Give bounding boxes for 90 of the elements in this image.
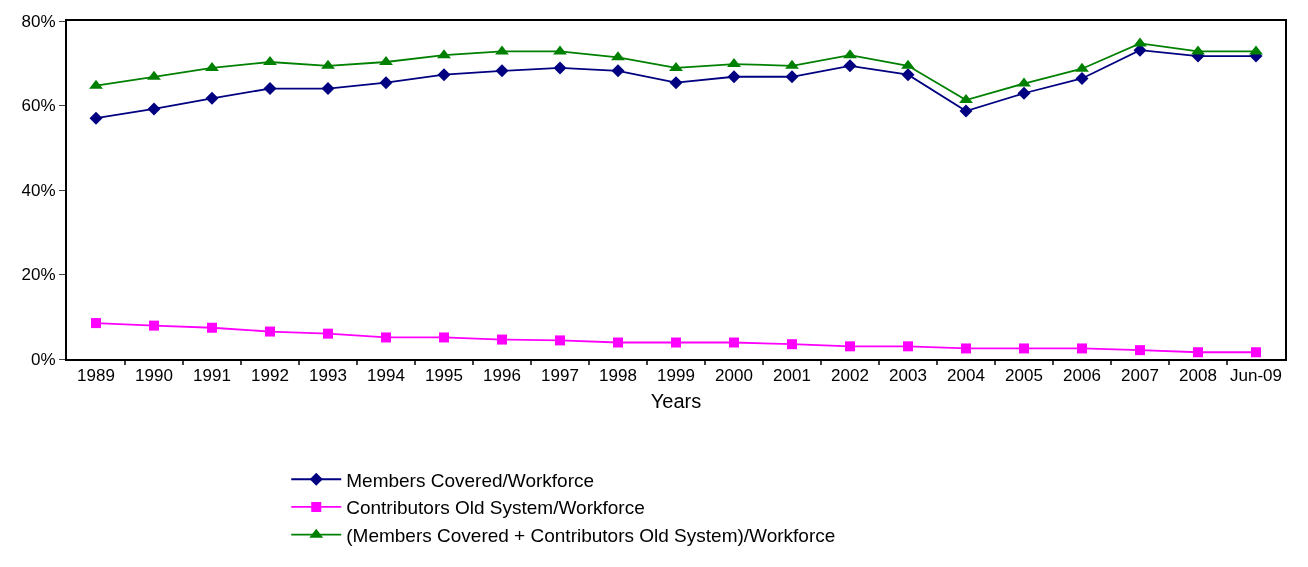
- x-tick-label: 1996: [483, 366, 521, 386]
- point: [785, 59, 799, 69]
- y-tick-label: 60%: [21, 96, 56, 116]
- point: [495, 64, 509, 78]
- x-tick-label: 1991: [193, 366, 231, 386]
- point: [959, 94, 973, 104]
- point: [1191, 45, 1205, 55]
- point: [379, 76, 393, 90]
- point: [437, 68, 451, 82]
- point: [265, 326, 275, 337]
- point: [1251, 347, 1261, 358]
- point: [903, 341, 913, 352]
- x-tick-label: 1989: [77, 366, 115, 386]
- point: [553, 61, 567, 75]
- point: [1249, 45, 1263, 55]
- point: [1075, 71, 1089, 85]
- point: [381, 332, 391, 343]
- point: [729, 337, 739, 348]
- y-tick-label: 20%: [21, 265, 56, 285]
- point: [263, 55, 277, 65]
- point: [1019, 343, 1029, 354]
- point: [1017, 86, 1031, 100]
- y-tick-label: 40%: [21, 180, 56, 200]
- point: [147, 70, 161, 80]
- point: [439, 332, 449, 343]
- x-tick-label: 2003: [889, 366, 927, 386]
- point: [669, 76, 683, 90]
- point: [845, 341, 855, 352]
- point: [1077, 343, 1087, 354]
- point: [321, 59, 335, 69]
- x-tick-label: 1990: [135, 366, 173, 386]
- point: [149, 320, 159, 331]
- x-tick-label: 1993: [309, 366, 347, 386]
- point: [379, 55, 393, 65]
- x-tick-label: 1999: [657, 366, 695, 386]
- point: [785, 70, 799, 84]
- x-tick-label: 1997: [541, 366, 579, 386]
- legend-label: (Members Covered + Contributors Old System)/Workforce: [346, 525, 836, 547]
- x-tick-label: 1995: [425, 366, 463, 386]
- x-tick-label: 1994: [367, 366, 405, 386]
- point: [901, 59, 915, 69]
- point: [959, 104, 973, 118]
- x-tick-label: 2001: [773, 366, 811, 386]
- point: [205, 61, 219, 71]
- point: [263, 82, 277, 96]
- x-axis-title: Years: [650, 390, 702, 413]
- x-tick-label: 2000: [715, 366, 753, 386]
- x-tick-label: 2006: [1063, 366, 1101, 386]
- point: [495, 45, 509, 55]
- y-tick-label: 0%: [31, 349, 56, 369]
- x-tick-label: 2007: [1121, 366, 1159, 386]
- x-tick-label: Jun-09: [1230, 366, 1282, 386]
- point: [787, 339, 797, 350]
- point: [89, 111, 103, 125]
- x-tick-label: 2002: [831, 366, 869, 386]
- point: [89, 79, 103, 89]
- x-tick-label: 2008: [1179, 366, 1217, 386]
- x-tick-label: 2005: [1005, 366, 1043, 386]
- point: [147, 102, 161, 116]
- point: [1133, 37, 1147, 47]
- point: [323, 328, 333, 339]
- point: [671, 337, 681, 348]
- y-tick-label: 80%: [21, 11, 56, 31]
- point: [1017, 77, 1031, 87]
- point: [727, 58, 741, 68]
- point: [901, 68, 915, 82]
- point: [555, 335, 565, 346]
- point: [1135, 345, 1145, 356]
- point: [843, 49, 857, 59]
- point: [727, 70, 741, 84]
- legend-label: Members Covered/Workforce: [346, 469, 595, 491]
- legend-label: Contributors Old System/Workforce: [346, 497, 645, 519]
- x-tick-label: 1992: [251, 366, 289, 386]
- point: [553, 45, 567, 55]
- point: [205, 91, 219, 105]
- point: [91, 318, 101, 329]
- point: [961, 343, 971, 354]
- x-tick-label: 1998: [599, 366, 637, 386]
- point: [669, 61, 683, 71]
- point: [611, 64, 625, 78]
- point: [437, 49, 451, 59]
- point: [321, 82, 335, 96]
- point: [1075, 62, 1089, 72]
- point: [207, 322, 217, 333]
- point: [1193, 347, 1203, 358]
- point: [613, 337, 623, 348]
- point: [611, 51, 625, 61]
- point: [497, 334, 507, 345]
- x-tick-label: 2004: [947, 366, 985, 386]
- point: [843, 59, 857, 73]
